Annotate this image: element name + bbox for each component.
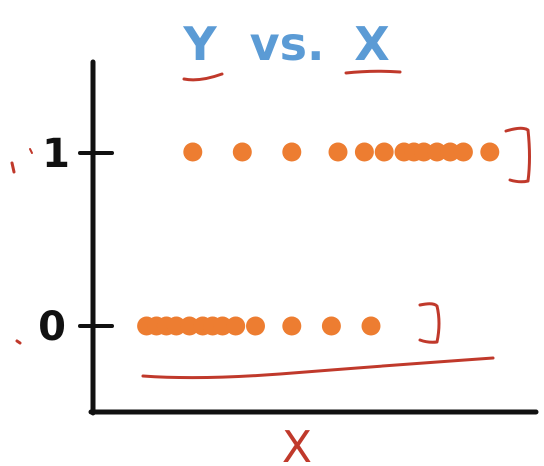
points-layer (137, 142, 500, 336)
data-point (480, 142, 500, 162)
data-point (183, 142, 203, 162)
bracket-y1 (504, 126, 531, 184)
x-axis-label: X (282, 422, 312, 466)
data-point (374, 142, 394, 162)
y-tick-label-1: 1 (42, 131, 70, 177)
data-point (226, 316, 246, 336)
data-point (166, 316, 186, 336)
red-mark-near-0 (15, 339, 22, 345)
data-point (282, 142, 302, 162)
data-point (328, 142, 348, 162)
bracket-y0 (418, 302, 441, 344)
data-point (354, 142, 374, 162)
title-y-underline (182, 72, 224, 82)
red-underline-y0 (141, 356, 495, 380)
data-point (282, 316, 302, 336)
red-mark-near-1b (29, 148, 33, 154)
data-point (453, 142, 473, 162)
title-x-underline (344, 69, 402, 75)
chart-title: Y vs. X (182, 17, 389, 71)
data-point (213, 316, 232, 336)
data-point (180, 316, 199, 336)
title-part-vs: vs. (250, 17, 325, 71)
title-part-x: X (354, 17, 389, 71)
data-point (246, 316, 265, 336)
data-point (361, 316, 381, 336)
data-point (427, 142, 447, 162)
data-point (321, 316, 341, 336)
data-point (414, 142, 434, 162)
title-part-y: Y (182, 17, 217, 71)
data-point (440, 142, 460, 162)
y-tick-label-0: 0 (38, 304, 66, 350)
data-point (232, 142, 252, 162)
red-mark-near-1 (10, 161, 16, 174)
